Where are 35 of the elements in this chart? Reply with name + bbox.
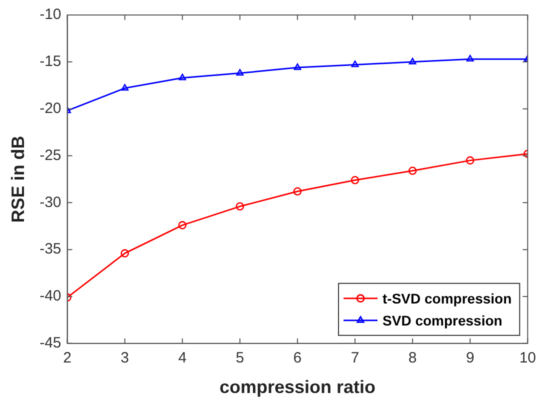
x-tick-label: 2 [63,350,72,367]
x-tick-label: 5 [236,350,244,367]
y-tick-label: -45 [40,334,62,352]
x-tick-label: 3 [120,350,129,367]
point [466,156,474,165]
y-tick-label: -40 [40,288,62,305]
x-tick-label: 8 [408,350,417,367]
point [408,58,416,64]
y-tick-label: -10 [40,6,62,24]
y-tick-label: -25 [40,146,62,164]
y-tick-label: -30 [40,194,62,211]
point [120,249,129,258]
legend-label: t-SVD compression [382,290,512,306]
x-tick-label: 9 [466,350,474,367]
point [178,74,186,80]
point [293,187,302,196]
point [466,54,474,62]
point [178,221,187,230]
x-tick-label: 10 [519,350,536,367]
y-tick-label: -20 [40,100,62,117]
x-tick-label: 7 [350,350,360,367]
x-tick-label: 4 [178,350,187,367]
y-axis-title: RSE in dB [8,136,28,223]
point [294,63,302,70]
y-tick-label: -35 [40,240,62,258]
legend-label: SVD compression [382,312,502,328]
point [350,176,360,184]
point [121,84,129,91]
x-axis-title: compression ratio [219,377,376,398]
y-tick-label: -15 [40,53,62,70]
point [236,69,244,76]
point [408,166,417,175]
point [236,202,244,211]
point [351,60,359,68]
x-tick-label: 6 [293,350,302,367]
